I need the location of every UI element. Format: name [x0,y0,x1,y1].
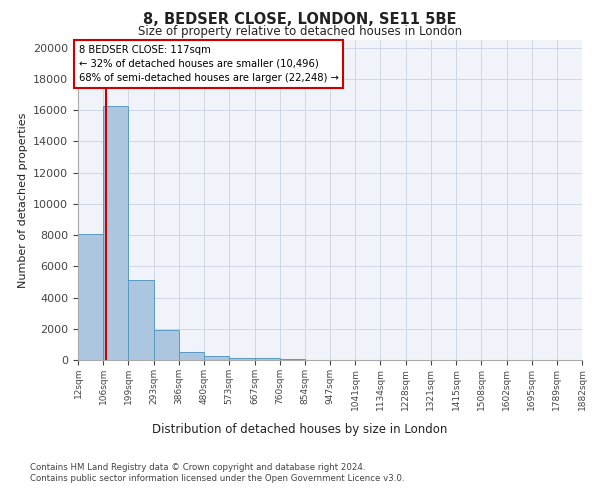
Text: Contains HM Land Registry data © Crown copyright and database right 2024.: Contains HM Land Registry data © Crown c… [30,462,365,471]
Text: Size of property relative to detached houses in London: Size of property relative to detached ho… [138,25,462,38]
Y-axis label: Number of detached properties: Number of detached properties [17,112,28,288]
Bar [280,359,305,360]
Bar [229,358,254,360]
Bar [128,280,154,360]
Text: 8, BEDSER CLOSE, LONDON, SE11 5BE: 8, BEDSER CLOSE, LONDON, SE11 5BE [143,12,457,28]
Bar [204,356,229,360]
Bar [78,234,103,360]
Text: 8 BEDSER CLOSE: 117sqm
← 32% of detached houses are smaller (10,496)
68% of semi: 8 BEDSER CLOSE: 117sqm ← 32% of detached… [79,44,338,82]
Bar [254,358,280,360]
Bar [103,106,128,360]
Text: Distribution of detached houses by size in London: Distribution of detached houses by size … [152,422,448,436]
Text: Contains public sector information licensed under the Open Government Licence v3: Contains public sector information licen… [30,474,404,483]
Bar [154,330,179,360]
Bar [179,352,204,360]
